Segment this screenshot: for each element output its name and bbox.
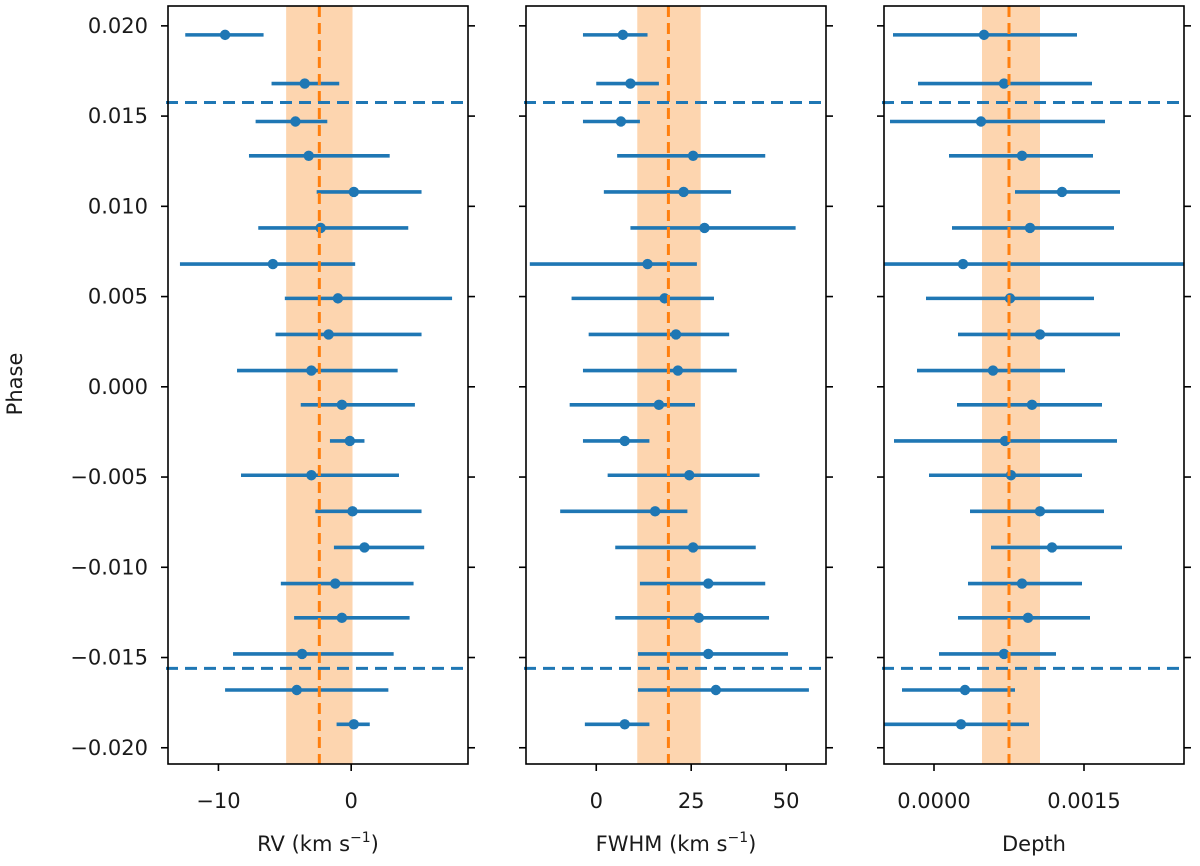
rv-data-point bbox=[348, 186, 360, 198]
fwhm-data-point bbox=[684, 470, 695, 481]
depth-data-point bbox=[1022, 612, 1034, 624]
rv-data-point bbox=[219, 29, 231, 41]
depth-data-point bbox=[1034, 506, 1046, 517]
y-tick-label: 0.010 bbox=[88, 194, 148, 218]
fwhm-data-point bbox=[710, 684, 722, 696]
fwhm-data-point bbox=[653, 399, 665, 411]
depth-data-point bbox=[1005, 470, 1017, 481]
depth-data-point bbox=[955, 719, 967, 730]
y-axis: 0.020 0.015 0.010 0.005 0.000 −0.005 −0.010 −0.… bbox=[70, 14, 148, 760]
depth-data-point bbox=[1026, 399, 1038, 411]
depth-data-point bbox=[1034, 329, 1046, 340]
fwhm-data-point bbox=[672, 365, 684, 376]
y-tick-label: 0.020 bbox=[88, 14, 148, 38]
depth-data-point bbox=[957, 258, 969, 270]
depth-data-point bbox=[978, 29, 990, 41]
rv-data-point bbox=[303, 150, 314, 161]
y-tick-label: −0.020 bbox=[70, 736, 148, 760]
depth-uncertainty-band bbox=[982, 6, 1040, 764]
y-tick-label: −0.005 bbox=[70, 465, 148, 489]
depth-data-point bbox=[1016, 150, 1028, 161]
rv-x-tick-label: −10 bbox=[196, 789, 240, 813]
fwhm-data-point bbox=[615, 116, 627, 127]
depth-data-point bbox=[998, 648, 1010, 660]
rv-x-tick-label: 0 bbox=[344, 789, 357, 813]
depth-data-point bbox=[987, 365, 999, 376]
rv-data-point bbox=[323, 329, 334, 340]
fwhm-x-axis-label: FWHM (km s−1) bbox=[596, 830, 757, 856]
fwhm-data-point bbox=[625, 78, 636, 89]
rv-data-point bbox=[344, 435, 356, 447]
rv-data-point bbox=[347, 506, 358, 517]
rv-data-point bbox=[291, 684, 302, 696]
rv-data-point bbox=[348, 719, 360, 730]
y-axis-label: Phase bbox=[3, 353, 27, 416]
fwhm-panel: 0 25 50 bbox=[519, 5, 833, 813]
depth-data-point bbox=[1024, 222, 1036, 234]
fwhm-data-point bbox=[687, 150, 699, 161]
fwhm-data-point bbox=[699, 222, 710, 234]
fwhm-data-point bbox=[619, 435, 630, 447]
rv-data-point bbox=[336, 612, 348, 624]
depth-x-axis-label: Depth bbox=[1002, 832, 1066, 856]
rv-data-point bbox=[296, 648, 308, 660]
fwhm-data-point bbox=[670, 329, 682, 340]
rv-data-point bbox=[332, 293, 344, 304]
fwhm-data-point bbox=[619, 719, 630, 730]
rv-data-point bbox=[336, 399, 348, 411]
rv-x-axis-label: RV (km s−1) bbox=[257, 830, 379, 856]
fwhm-data-point bbox=[617, 29, 629, 41]
rv-data-point bbox=[306, 470, 317, 481]
y-tick-label: 0.000 bbox=[88, 375, 148, 399]
depth-data-point bbox=[1016, 578, 1028, 589]
depth-data-point bbox=[959, 684, 971, 696]
depth-data-point bbox=[1056, 186, 1068, 198]
fwhm-data-point bbox=[703, 648, 714, 660]
rv-data-point bbox=[290, 116, 301, 127]
fwhm-data-point bbox=[678, 186, 689, 198]
fwhm-data-point bbox=[687, 542, 699, 553]
fwhm-data-point bbox=[693, 612, 704, 624]
fwhm-data-point bbox=[703, 578, 714, 589]
fwhm-x-tick-label: 25 bbox=[678, 789, 705, 813]
y-tick-label: 0.015 bbox=[88, 104, 148, 128]
depth-data-point bbox=[1046, 542, 1058, 553]
depth-x-tick-label: 0.0000 bbox=[897, 789, 970, 813]
y-tick-label: 0.005 bbox=[88, 285, 148, 309]
fwhm-data-point bbox=[649, 506, 661, 517]
depth-data-point bbox=[975, 116, 987, 127]
rv-data-point bbox=[267, 258, 279, 270]
y-tick-label: −0.010 bbox=[70, 555, 148, 579]
rv-data-point bbox=[330, 578, 341, 589]
y-tick-label: −0.015 bbox=[70, 646, 148, 670]
depth-x-tick-label: 0.0015 bbox=[1047, 789, 1120, 813]
rv-panel: −10 0 bbox=[161, 5, 475, 813]
fwhm-data-point bbox=[642, 258, 653, 270]
rv-data-point bbox=[299, 78, 310, 89]
rv-axes-frame bbox=[167, 5, 469, 765]
rv-data-point bbox=[359, 542, 370, 553]
depth-axes-frame bbox=[883, 5, 1185, 765]
fwhm-x-tick-label: 50 bbox=[773, 789, 800, 813]
fwhm-x-tick-label: 0 bbox=[590, 789, 603, 813]
depth-panel: 0.0000 0.0015 bbox=[877, 5, 1191, 813]
rv-data-point bbox=[306, 365, 317, 376]
depth-data-point bbox=[998, 78, 1010, 89]
fwhm-axes-frame bbox=[525, 5, 827, 765]
